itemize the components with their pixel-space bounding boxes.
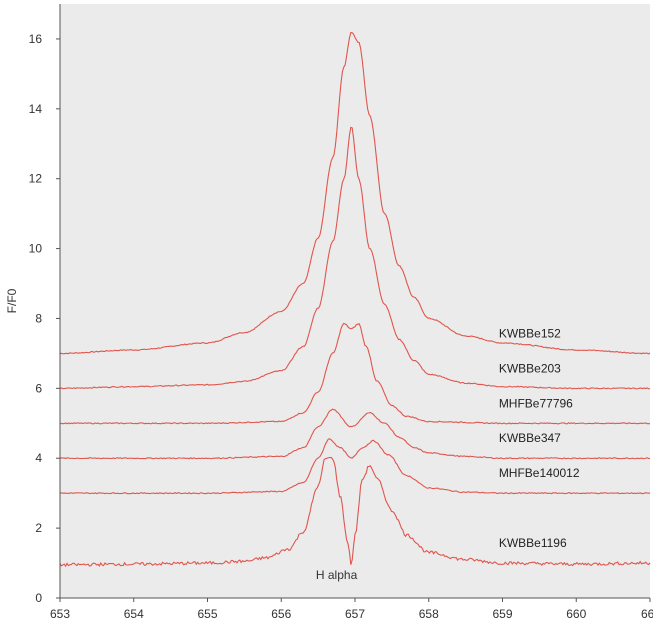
series-line: [59, 438, 651, 495]
y-tick-label: 10: [29, 242, 43, 256]
series-label: KWBBe1196: [499, 536, 567, 550]
h-alpha-annotation: H alpha: [316, 568, 358, 582]
series-line: [59, 456, 651, 568]
x-tick-label: 660: [566, 607, 586, 621]
series-label: KWBBe347: [499, 431, 561, 445]
y-tick-label: 2: [35, 521, 42, 535]
y-tick-label: 12: [29, 172, 43, 186]
x-tick-label: 656: [271, 607, 291, 621]
x-tick-label: 658: [419, 607, 439, 621]
x-tick-label: 654: [124, 607, 144, 621]
y-axis: 0 2 4 6 8 10 12 14 16: [29, 32, 60, 605]
series-label: KWBBe152: [499, 326, 561, 340]
y-tick-label: 14: [29, 102, 43, 116]
series-line: [59, 322, 651, 425]
series-label: MHFBe77796: [499, 396, 573, 410]
series-labels: KWBBe152 KWBBe203 MHFBe77796 KWBBe347 MHFBe1…: [499, 326, 580, 550]
y-tick-label: 6: [35, 381, 42, 395]
series-line: [59, 126, 651, 390]
x-tick-label: 66: [641, 607, 653, 621]
series-line: [59, 408, 651, 460]
series-label: KWBBe203: [499, 361, 561, 375]
x-tick-label: 655: [197, 607, 217, 621]
plot-area: [60, 4, 650, 598]
y-tick-label: 0: [35, 591, 42, 605]
series-label: MHFBe140012: [499, 466, 580, 480]
x-tick-label: 657: [345, 607, 365, 621]
y-tick-label: 4: [35, 451, 42, 465]
x-tick-label: 659: [492, 607, 512, 621]
x-tick-label: 653: [50, 607, 70, 621]
y-tick-label: 16: [29, 32, 43, 46]
y-axis-label: F/F0: [5, 288, 19, 313]
series-layer: [59, 31, 651, 568]
x-axis: 653 654 655 656 657 658 659 660 66: [50, 598, 653, 621]
series-line: [59, 31, 651, 355]
y-tick-label: 8: [35, 311, 42, 325]
